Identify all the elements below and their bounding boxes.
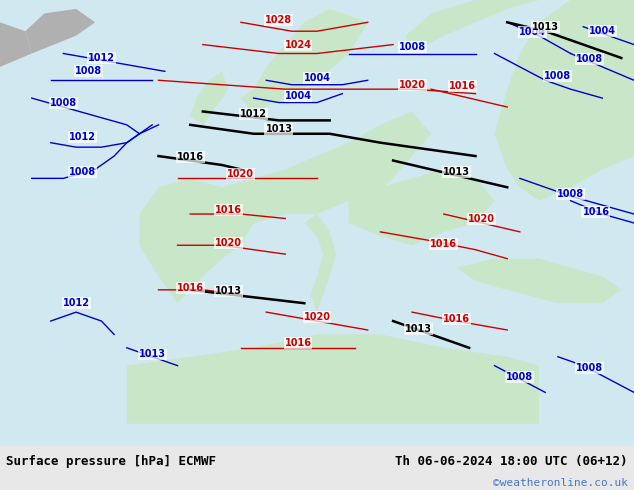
Text: ©weatheronline.co.uk: ©weatheronline.co.uk xyxy=(493,478,628,489)
Text: 1016: 1016 xyxy=(177,152,204,162)
Polygon shape xyxy=(0,22,32,67)
Polygon shape xyxy=(495,0,634,201)
Text: 1008: 1008 xyxy=(507,372,533,382)
Polygon shape xyxy=(222,112,431,223)
Text: 1016: 1016 xyxy=(177,283,204,293)
Text: 1004: 1004 xyxy=(304,73,330,83)
Text: Surface pressure [hPa] ECMWF: Surface pressure [hPa] ECMWF xyxy=(6,455,216,468)
Text: 1020: 1020 xyxy=(469,215,495,224)
Text: 1013: 1013 xyxy=(139,349,165,360)
Text: 1008: 1008 xyxy=(75,66,102,76)
Text: 1004: 1004 xyxy=(285,91,311,101)
Text: 1020: 1020 xyxy=(228,169,254,179)
Text: 1016: 1016 xyxy=(583,207,609,217)
Polygon shape xyxy=(349,170,495,245)
Text: 1008: 1008 xyxy=(576,363,603,373)
Text: 1012: 1012 xyxy=(240,109,267,119)
Polygon shape xyxy=(406,0,539,53)
Text: 1013: 1013 xyxy=(215,286,242,296)
Polygon shape xyxy=(304,214,336,312)
Text: 1008: 1008 xyxy=(557,189,584,199)
Text: 1013: 1013 xyxy=(405,324,432,334)
Text: 1013: 1013 xyxy=(266,124,292,134)
Text: 1008: 1008 xyxy=(69,167,96,177)
Polygon shape xyxy=(241,9,368,112)
Text: 1004: 1004 xyxy=(589,26,616,36)
Text: 1028: 1028 xyxy=(266,15,292,25)
Polygon shape xyxy=(190,72,228,125)
Text: 1013: 1013 xyxy=(443,167,470,177)
Polygon shape xyxy=(139,178,254,303)
Text: 1008: 1008 xyxy=(399,42,425,52)
Text: 1024: 1024 xyxy=(285,41,311,50)
Text: 1012: 1012 xyxy=(88,53,115,63)
Polygon shape xyxy=(25,9,95,53)
Text: 1016: 1016 xyxy=(450,81,476,91)
Text: 1016: 1016 xyxy=(285,338,311,348)
Text: 1008: 1008 xyxy=(545,71,571,81)
Text: 1012: 1012 xyxy=(69,132,96,142)
Text: 1004: 1004 xyxy=(519,27,546,37)
Polygon shape xyxy=(456,259,621,303)
Text: 1020: 1020 xyxy=(215,238,242,248)
Text: 1013: 1013 xyxy=(532,22,559,32)
Text: 1016: 1016 xyxy=(215,205,242,216)
Text: 1020: 1020 xyxy=(304,312,330,321)
Text: 1008: 1008 xyxy=(50,98,77,108)
Text: 1016: 1016 xyxy=(443,314,470,324)
Text: 1012: 1012 xyxy=(63,298,89,308)
Text: 1016: 1016 xyxy=(430,239,457,249)
Polygon shape xyxy=(127,334,539,423)
Text: 1008: 1008 xyxy=(576,54,603,64)
Text: 1020: 1020 xyxy=(399,80,425,90)
Text: Th 06-06-2024 18:00 UTC (06+12): Th 06-06-2024 18:00 UTC (06+12) xyxy=(395,455,628,468)
